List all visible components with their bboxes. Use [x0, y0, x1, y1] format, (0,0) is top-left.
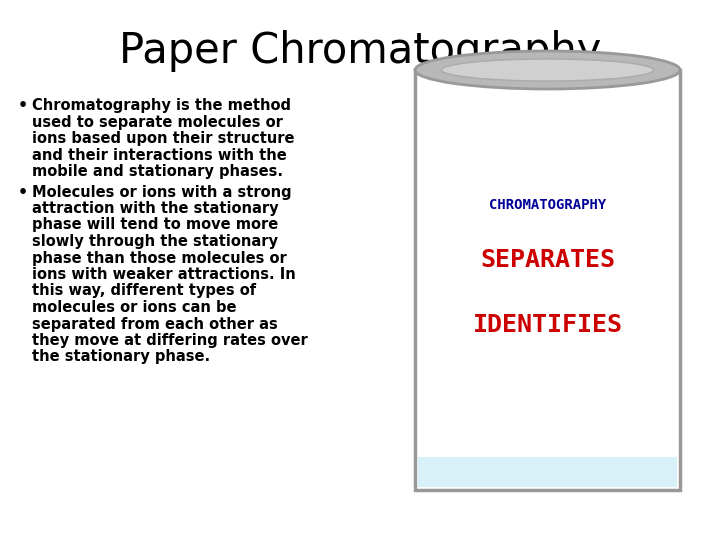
Ellipse shape: [441, 59, 654, 81]
Text: •: •: [18, 185, 28, 199]
Text: ions with weaker attractions. In: ions with weaker attractions. In: [32, 267, 296, 282]
FancyBboxPatch shape: [415, 70, 680, 490]
Text: this way, different types of: this way, different types of: [32, 284, 256, 299]
FancyBboxPatch shape: [418, 457, 677, 487]
Text: molecules or ions can be: molecules or ions can be: [32, 300, 236, 315]
Text: slowly through the stationary: slowly through the stationary: [32, 234, 278, 249]
Text: IDENTIFIES: IDENTIFIES: [472, 313, 623, 337]
Text: ions based upon their structure: ions based upon their structure: [32, 131, 294, 146]
Text: Paper Chromatography: Paper Chromatography: [119, 30, 601, 72]
Text: used to separate molecules or: used to separate molecules or: [32, 114, 283, 130]
Text: phase than those molecules or: phase than those molecules or: [32, 251, 287, 266]
Text: separated from each other as: separated from each other as: [32, 316, 278, 332]
Text: and their interactions with the: and their interactions with the: [32, 147, 287, 163]
Text: they move at differing rates over: they move at differing rates over: [32, 333, 307, 348]
Text: •: •: [18, 98, 28, 113]
Text: phase will tend to move more: phase will tend to move more: [32, 218, 278, 233]
Text: attraction with the stationary: attraction with the stationary: [32, 201, 279, 216]
Ellipse shape: [415, 51, 680, 89]
Text: Molecules or ions with a strong: Molecules or ions with a strong: [32, 185, 292, 199]
Text: the stationary phase.: the stationary phase.: [32, 349, 210, 364]
Text: mobile and stationary phases.: mobile and stationary phases.: [32, 164, 283, 179]
Text: CHROMATOGRAPHY: CHROMATOGRAPHY: [489, 198, 606, 212]
Text: SEPARATES: SEPARATES: [480, 248, 615, 272]
Text: Chromatography is the method: Chromatography is the method: [32, 98, 291, 113]
FancyBboxPatch shape: [418, 68, 677, 72]
